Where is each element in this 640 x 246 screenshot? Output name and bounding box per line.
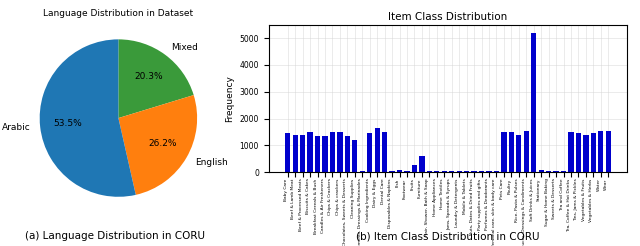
Title: Language Distribution in Dataset: Language Distribution in Dataset: [44, 9, 193, 17]
Bar: [345, 136, 350, 172]
Wedge shape: [118, 39, 194, 118]
Bar: [352, 140, 357, 172]
Text: English: English: [195, 158, 227, 167]
Bar: [509, 132, 514, 172]
Bar: [539, 169, 544, 172]
Bar: [464, 171, 469, 172]
Bar: [367, 133, 372, 172]
Bar: [591, 133, 596, 172]
Bar: [516, 135, 522, 172]
Bar: [494, 171, 499, 172]
Text: Mixed: Mixed: [171, 43, 198, 52]
Bar: [404, 171, 410, 172]
Bar: [479, 171, 484, 172]
Bar: [598, 131, 604, 172]
Bar: [427, 171, 432, 172]
Bar: [285, 133, 291, 172]
Wedge shape: [40, 39, 136, 197]
Bar: [501, 132, 506, 172]
Bar: [292, 135, 298, 172]
Bar: [472, 171, 477, 172]
Bar: [434, 171, 440, 172]
Bar: [486, 171, 492, 172]
Title: Item Class Distribution: Item Class Distribution: [388, 13, 508, 22]
Text: (b) Item Class Distribution in CORU: (b) Item Class Distribution in CORU: [356, 231, 540, 241]
Bar: [360, 171, 365, 172]
Bar: [390, 171, 395, 172]
Bar: [546, 171, 551, 172]
Bar: [323, 136, 328, 172]
Bar: [524, 131, 529, 172]
Y-axis label: Frequency: Frequency: [225, 75, 234, 122]
Bar: [419, 156, 424, 172]
Bar: [397, 170, 402, 172]
Text: Arabic: Arabic: [2, 123, 31, 132]
Text: 20.3%: 20.3%: [134, 73, 163, 81]
Bar: [561, 171, 566, 172]
Bar: [605, 131, 611, 172]
Bar: [337, 132, 342, 172]
Text: (a) Language Distribution in CORU: (a) Language Distribution in CORU: [25, 231, 205, 241]
Bar: [568, 132, 573, 172]
Bar: [449, 171, 454, 172]
Bar: [315, 136, 320, 172]
Bar: [456, 171, 462, 172]
Bar: [307, 132, 313, 172]
Bar: [554, 171, 559, 172]
Bar: [576, 133, 581, 172]
Text: 53.5%: 53.5%: [53, 119, 82, 128]
Wedge shape: [118, 95, 197, 195]
Bar: [374, 128, 380, 172]
Bar: [300, 135, 305, 172]
Bar: [442, 171, 447, 172]
Bar: [382, 132, 387, 172]
Bar: [583, 135, 589, 172]
Bar: [330, 132, 335, 172]
Bar: [412, 166, 417, 172]
Text: 26.2%: 26.2%: [148, 139, 177, 148]
Bar: [531, 33, 536, 172]
